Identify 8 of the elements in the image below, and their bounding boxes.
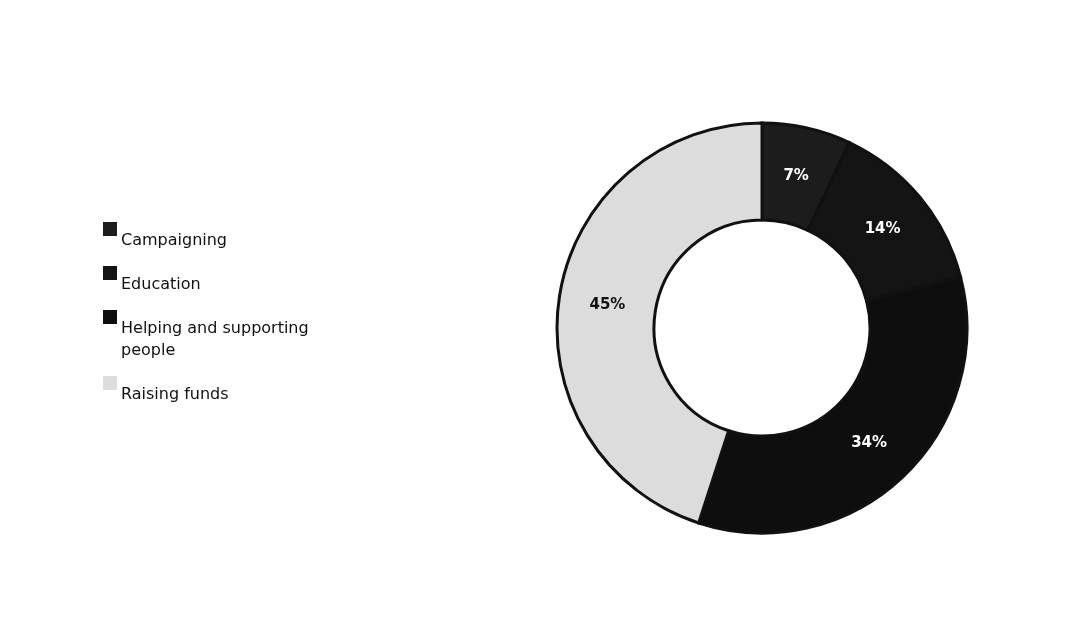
legend-label: Helping and supporting people [121,317,310,361]
data-label: 45% [589,294,626,313]
data-label: 14% [864,219,901,238]
data-label: 7% [783,166,809,185]
legend-label: Campaigning [121,229,228,251]
legend-label: Raising funds [121,383,230,405]
data-label: 34% [851,433,888,452]
legend-label: Education [121,273,202,295]
